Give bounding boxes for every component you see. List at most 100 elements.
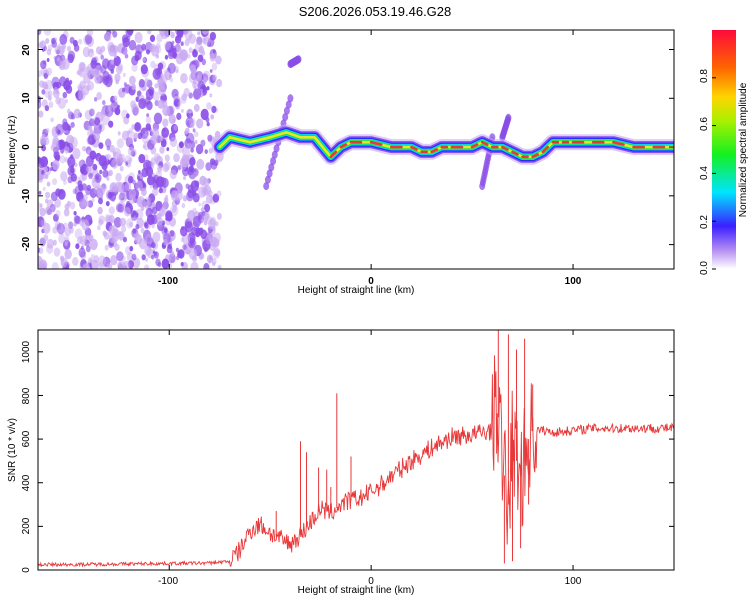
noise-blob bbox=[66, 45, 72, 52]
spectrogram-y-ticks: -20 -10 0 10 20 bbox=[21, 44, 32, 251]
noise-blob bbox=[85, 155, 94, 167]
noise-blob bbox=[82, 263, 91, 269]
noise-blob bbox=[216, 212, 222, 220]
noise-blob bbox=[131, 63, 138, 72]
noise-blob bbox=[187, 189, 194, 199]
noise-blob bbox=[131, 83, 136, 91]
noise-blob bbox=[108, 225, 116, 236]
noise-blob bbox=[53, 86, 59, 95]
noise-blob bbox=[48, 95, 52, 101]
noise-blob bbox=[208, 147, 213, 154]
noise-blob bbox=[152, 91, 160, 102]
noise-blob bbox=[39, 207, 46, 217]
noise-blob bbox=[55, 210, 61, 218]
noise-blob bbox=[202, 177, 210, 187]
colorbar-tick-label: 0.4 bbox=[699, 166, 710, 180]
noise-blob bbox=[164, 154, 170, 162]
noise-blob bbox=[206, 254, 214, 264]
noise-blob bbox=[175, 247, 179, 253]
noise-blob bbox=[43, 83, 49, 90]
noise-blob bbox=[166, 147, 170, 152]
noise-blob bbox=[88, 124, 93, 131]
noise-blob bbox=[110, 59, 115, 65]
noise-blob bbox=[188, 165, 194, 173]
noise-blob bbox=[201, 50, 206, 56]
noise-blob bbox=[128, 175, 134, 184]
noise-blob bbox=[189, 64, 197, 73]
noise-blob bbox=[193, 103, 200, 112]
colorbar-tick-label: 0.8 bbox=[699, 69, 710, 83]
noise-blob bbox=[68, 79, 73, 85]
noise-blob bbox=[45, 174, 49, 180]
y-tick-label: 400 bbox=[21, 474, 32, 491]
snr-panel: -100 0 100 0 200 400 600 800 1000 Height… bbox=[7, 329, 675, 596]
noise-blob bbox=[46, 181, 51, 187]
noise-blob bbox=[163, 227, 168, 234]
noise-blob bbox=[93, 68, 100, 79]
noise-blob bbox=[56, 57, 60, 62]
y-tick-label: 20 bbox=[21, 44, 32, 56]
noise-blob bbox=[119, 91, 123, 96]
noise-blob bbox=[192, 128, 196, 133]
noise-blob bbox=[73, 211, 77, 216]
noise-blob bbox=[147, 175, 155, 186]
noise-blob bbox=[108, 169, 113, 177]
noise-blob bbox=[166, 245, 173, 254]
noise-blob bbox=[143, 159, 152, 172]
streak-blob bbox=[266, 169, 273, 178]
spectrogram-plot-area bbox=[38, 30, 674, 269]
noise-blob bbox=[41, 89, 46, 95]
noise-blob bbox=[116, 138, 124, 149]
noise-blob bbox=[130, 210, 139, 221]
noise-blob bbox=[192, 215, 201, 228]
noise-blob bbox=[81, 85, 90, 96]
noise-blob bbox=[151, 242, 156, 249]
noise-blob bbox=[169, 230, 175, 237]
noise-blob bbox=[206, 122, 210, 127]
noise-blob bbox=[152, 68, 161, 80]
noise-blob bbox=[96, 92, 102, 100]
noise-blob bbox=[144, 222, 149, 229]
noise-blob bbox=[132, 105, 140, 115]
noise-blob bbox=[127, 146, 135, 156]
noise-blob bbox=[124, 182, 132, 192]
noise-blob bbox=[136, 196, 145, 208]
y-tick-label: -20 bbox=[21, 236, 32, 251]
noise-blob bbox=[182, 194, 188, 202]
noise-blob bbox=[87, 81, 95, 91]
noise-blob bbox=[138, 153, 146, 164]
noise-blob bbox=[118, 231, 122, 236]
noise-blob bbox=[67, 53, 74, 64]
noise-blob bbox=[126, 30, 134, 36]
noise-blob bbox=[164, 41, 171, 51]
noise-blob bbox=[88, 172, 93, 180]
noise-blob bbox=[118, 195, 123, 201]
noise-blob bbox=[94, 132, 100, 141]
y-tick-label: 1000 bbox=[21, 340, 32, 363]
noise-blob bbox=[125, 137, 133, 148]
noise-blob bbox=[187, 53, 191, 59]
noise-blob bbox=[151, 254, 155, 260]
noise-blob bbox=[169, 77, 174, 83]
noise-blob bbox=[126, 200, 131, 207]
noise-blob bbox=[96, 184, 105, 197]
noise-blob bbox=[203, 220, 208, 226]
x-tick-label: -100 bbox=[158, 576, 178, 587]
noise-blob bbox=[216, 190, 222, 197]
noise-blob bbox=[69, 136, 78, 149]
noise-blob bbox=[216, 78, 223, 88]
noise-blob bbox=[196, 36, 203, 45]
noise-blob bbox=[78, 198, 87, 209]
noise-blob bbox=[105, 201, 110, 207]
noise-blob bbox=[83, 73, 91, 84]
noise-blob bbox=[38, 247, 44, 255]
noise-blob bbox=[162, 201, 169, 210]
noise-blob bbox=[66, 108, 71, 114]
streak-blob bbox=[295, 55, 302, 64]
noise-blob bbox=[54, 198, 61, 208]
noise-blob bbox=[150, 43, 156, 53]
noise-blob bbox=[198, 202, 202, 207]
noise-blob bbox=[154, 83, 159, 89]
noise-blob bbox=[87, 257, 93, 264]
noise-blob bbox=[167, 50, 175, 60]
